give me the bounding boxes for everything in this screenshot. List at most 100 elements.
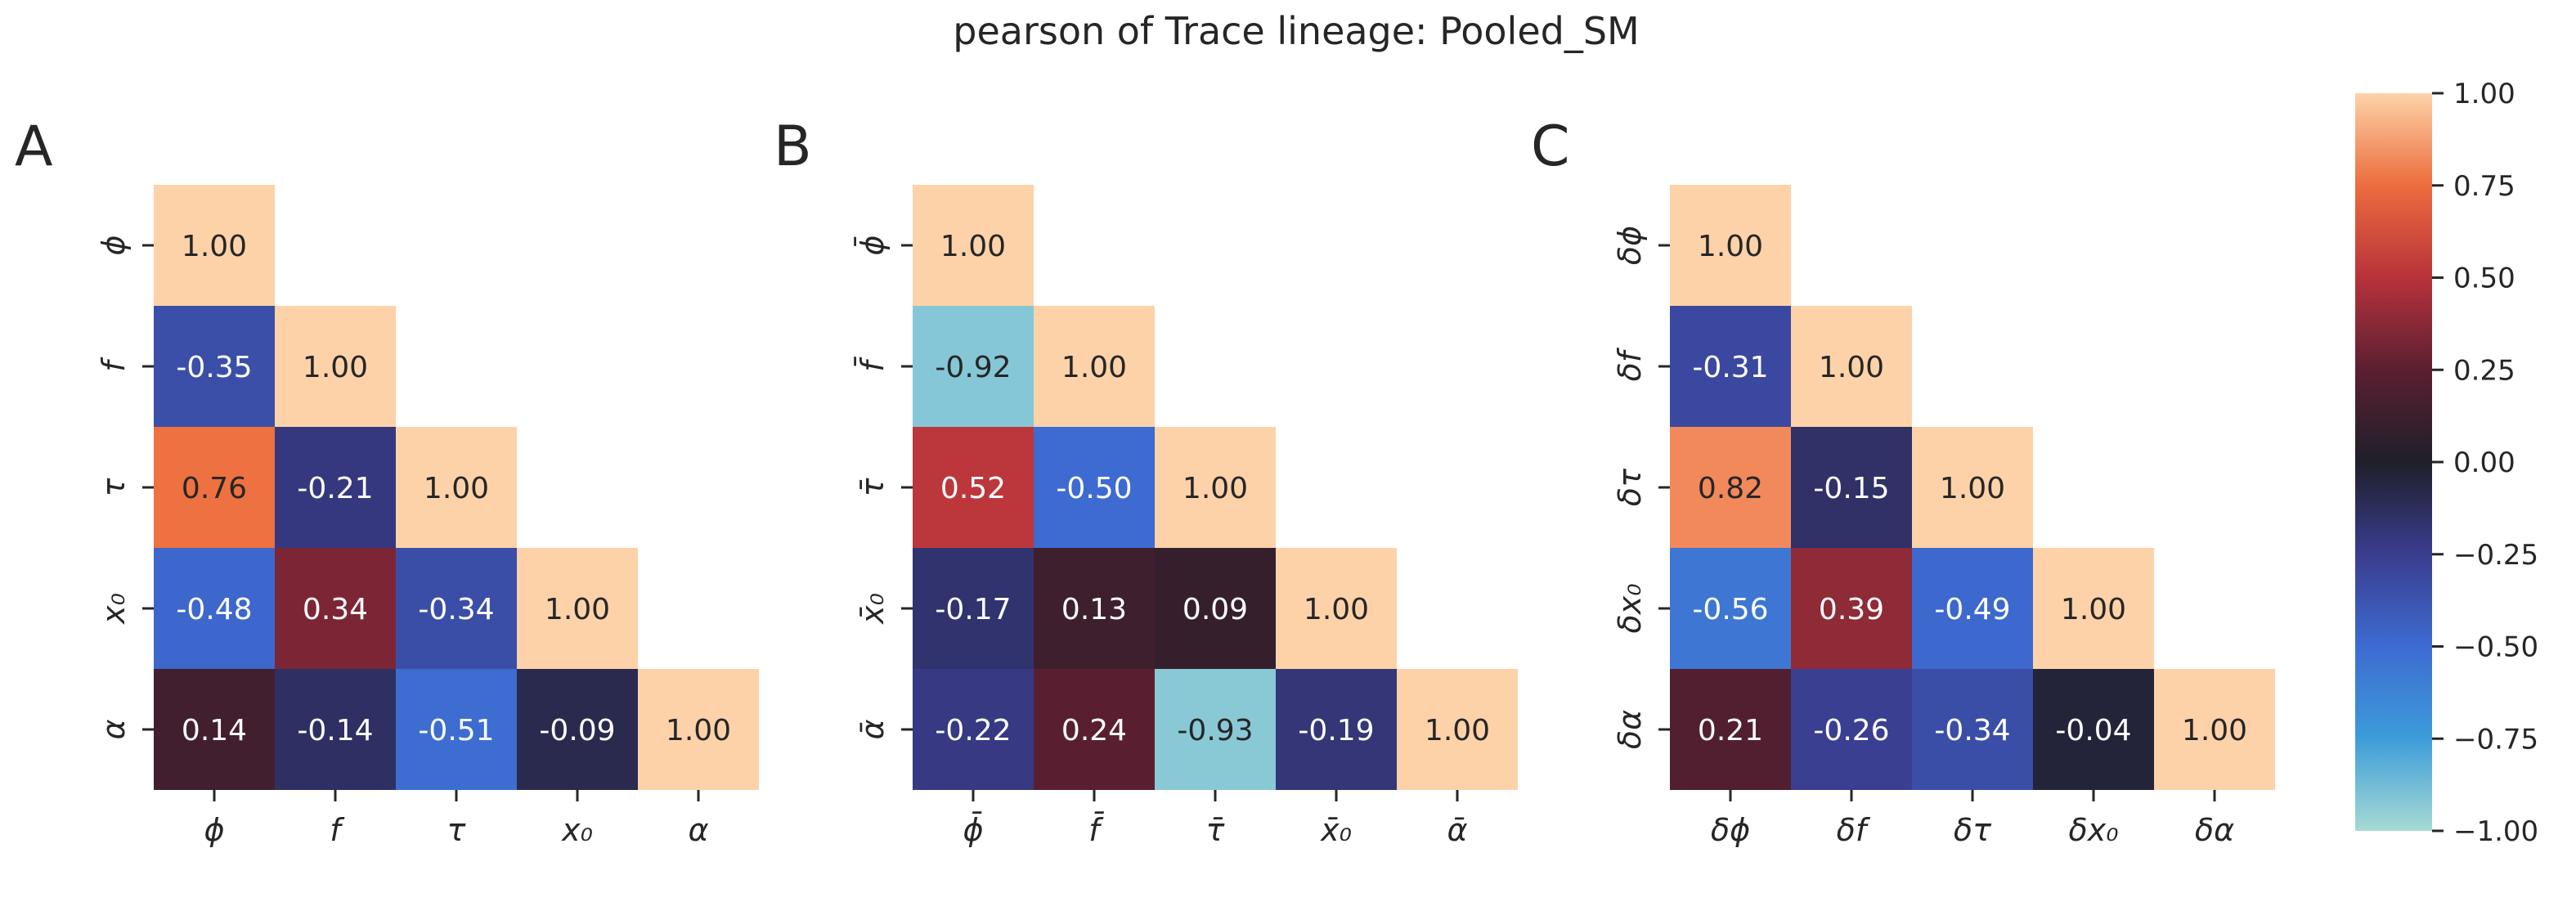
cell-value-label: 0.52: [940, 472, 1006, 505]
cell-value-label: 1.00: [940, 230, 1006, 263]
heatmap-cell: [154, 185, 275, 306]
cell-value-label: 1.00: [1698, 230, 1763, 263]
colorbar-tick-label: −0.50: [2453, 631, 2538, 664]
cell-value-label: -0.56: [1692, 593, 1768, 626]
y-tick-label: δf: [1612, 347, 1648, 381]
colorbar-tick-label: 1.00: [2453, 78, 2515, 110]
heatmap-cell: [2033, 669, 2154, 790]
y-tick-label: δα: [1612, 710, 1648, 749]
heatmap-cell: [154, 306, 275, 427]
heatmap-cell: [1397, 669, 1518, 790]
heatmap-panel-a: A 1.00 -0.35 1.00 0.76 -0.21 1.00 -0.48 0.34 -0.3…: [15, 114, 759, 848]
cell-value-label: -0.17: [935, 593, 1011, 626]
cell-value-label: 1.00: [1425, 714, 1490, 747]
y-tick-label: α: [96, 719, 132, 739]
cell-value-label: -0.19: [1298, 714, 1374, 747]
heatmap-panels: A 1.00 -0.35 1.00 0.76 -0.21 1.00 -0.48 0.34 -0.3…: [15, 114, 2275, 848]
x-tick-label: f: [330, 812, 345, 848]
y-tick-label: f̄: [855, 356, 891, 371]
cell-value-label: -0.93: [1177, 714, 1253, 747]
cell-value-label: 1.00: [2061, 593, 2126, 626]
heatmap-cell: [1034, 548, 1155, 669]
cell-value-label: -0.31: [1692, 351, 1768, 384]
x-tick-label: τ̄: [1206, 812, 1226, 848]
heatmap-cell: [154, 548, 275, 669]
panel-letter: C: [1531, 114, 1569, 179]
cell-value-label: 1.00: [1061, 351, 1127, 384]
cell-value-label: 0.82: [1698, 472, 1763, 505]
cell-value-label: -0.04: [2055, 714, 2131, 747]
cell-value-label: -0.22: [935, 714, 1011, 747]
heatmap-cell: [154, 669, 275, 790]
colorbar-tick-label: 0.25: [2453, 354, 2515, 387]
cell-value-label: -0.34: [1934, 714, 2010, 747]
heatmap-cell: [396, 548, 517, 669]
cell-value-label: 1.00: [2182, 714, 2247, 747]
x-tick-label: δx₀: [2069, 812, 2119, 848]
y-tick-label: ϕ: [96, 235, 132, 255]
cell-value-label: -0.92: [935, 351, 1011, 384]
cell-value-label: -0.15: [1813, 472, 1889, 505]
heatmap-cell: [1670, 185, 1791, 306]
heatmap-cell: [1912, 427, 2033, 548]
cell-value-label: 1.00: [303, 351, 368, 384]
heatmap-cell: [1670, 548, 1791, 669]
cell-value-label: 0.21: [1698, 714, 1763, 747]
cell-value-label: 0.24: [1061, 714, 1127, 747]
cell-value-label: 0.39: [1819, 593, 1884, 626]
heatmap-cell: [1155, 427, 1276, 548]
x-tick-label: ᾱ: [1447, 812, 1467, 848]
heatmap-cell: [1276, 669, 1397, 790]
heatmap-cell: [638, 669, 759, 790]
heatmap-cell: [913, 185, 1034, 306]
x-tick-label: α: [688, 812, 708, 848]
cell-value-label: 1.00: [545, 593, 610, 626]
cell-value-label: -0.26: [1813, 714, 1889, 747]
heatmap-cell: [1034, 427, 1155, 548]
colorbar-gradient: [2355, 93, 2432, 831]
cell-value-label: 1.00: [666, 714, 731, 747]
y-tick-label: δτ: [1612, 468, 1648, 506]
x-tick-label: ϕ: [204, 812, 224, 848]
heatmap-cell: [1912, 669, 2033, 790]
heatmap-cell: [1670, 669, 1791, 790]
heatmap-cell: [275, 548, 396, 669]
x-tick-label: δτ: [1954, 812, 1992, 848]
figure-title: pearson of Trace lineage: Pooled_SM: [953, 9, 1639, 53]
y-tick-label: ϕ̄: [855, 235, 891, 255]
cell-value-label: -0.35: [176, 351, 252, 384]
heatmap-panel-b: B 1.00 -0.92 1.00 0.52 -0.50 1.00 -0.17 0.13 0.09…: [774, 114, 1518, 848]
heatmap-cell: [275, 306, 396, 427]
cell-value-label: 0.13: [1061, 593, 1127, 626]
heatmap-cell: [913, 669, 1034, 790]
colorbar-tick-label: 0.75: [2453, 170, 2515, 203]
y-tick-label: x̄₀: [855, 593, 891, 625]
colorbar-tick-label: −1.00: [2453, 815, 2538, 848]
heatmap-cell: [275, 669, 396, 790]
panel-letter: A: [15, 114, 53, 179]
heatmap-cell: [396, 669, 517, 790]
heatmap-cell: [1276, 548, 1397, 669]
heatmap-cell: [396, 427, 517, 548]
heatmap-cell: [1155, 669, 1276, 790]
heatmap-cell: [1791, 306, 1912, 427]
cell-value-label: 1.00: [182, 230, 247, 263]
y-tick-label: δϕ: [1612, 226, 1648, 265]
heatmap-cell: [1155, 548, 1276, 669]
colorbar-tick-label: 0.50: [2453, 263, 2515, 295]
x-tick-label: δf: [1837, 812, 1871, 848]
cell-value-label: 1.00: [1183, 472, 1248, 505]
heatmap-cell: [275, 427, 396, 548]
heatmap-cell: [1791, 548, 1912, 669]
x-tick-label: δϕ: [1711, 812, 1750, 848]
cell-value-label: 0.14: [182, 714, 247, 747]
cell-value-label: -0.14: [297, 714, 373, 747]
heatmap-cell: [1670, 306, 1791, 427]
heatmap-cell: [913, 306, 1034, 427]
cell-value-label: -0.21: [297, 472, 373, 505]
panel-letter: B: [774, 114, 812, 179]
y-tick-label: δx₀: [1612, 584, 1648, 634]
cell-value-label: 0.34: [303, 593, 368, 626]
heatmap-cell: [154, 427, 275, 548]
